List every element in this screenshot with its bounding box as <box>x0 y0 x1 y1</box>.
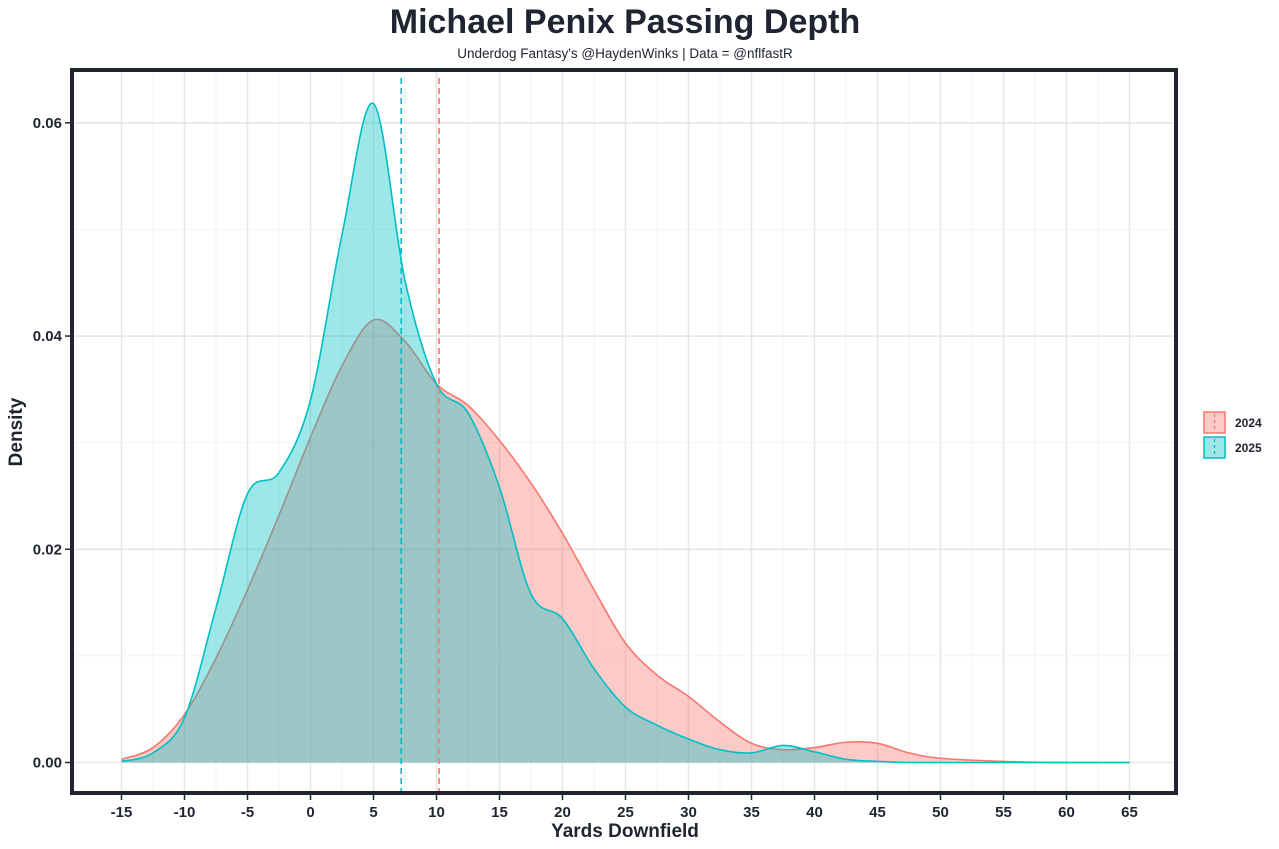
y-tick-label: 0.06 <box>33 115 62 132</box>
legend-label-2024: 2024 <box>1235 416 1262 430</box>
x-tick-label: 60 <box>1058 804 1075 821</box>
y-tick-label: 0.04 <box>33 328 63 345</box>
x-axis-ticks: -15 -10 -5 0 5 10 15 20 25 30 35 40 45 50 55 60 65 <box>111 795 1138 821</box>
x-tick-label: 20 <box>554 804 571 821</box>
x-axis-title: Yards Downfield <box>551 821 699 842</box>
x-tick-label: 30 <box>680 804 697 821</box>
density-area-2025 <box>121 103 1130 763</box>
y-tick-label: 0.02 <box>33 541 62 558</box>
y-axis-ticks: 0.00 0.02 0.04 0.06 <box>33 115 70 772</box>
mean-lines <box>400 78 440 791</box>
legend: 2024 2025 <box>1203 411 1262 459</box>
plot-border <box>70 68 1178 795</box>
density-area-2024 <box>121 319 1130 763</box>
x-tick-label: 65 <box>1121 804 1138 821</box>
x-tick-label: 0 <box>306 804 314 821</box>
x-tick-label: 35 <box>743 804 760 821</box>
x-tick-label: 15 <box>491 804 508 821</box>
x-tick-label: 50 <box>932 804 949 821</box>
legend-label-2025: 2025 <box>1235 441 1262 455</box>
y-axis-title: Density <box>6 397 27 466</box>
x-tick-label: 25 <box>617 804 634 821</box>
density-line-2025 <box>121 102 1130 764</box>
chart-subtitle: Underdog Fantasy's @HaydenWinks | Data =… <box>457 46 793 61</box>
x-tick-label: -15 <box>111 804 133 821</box>
x-tick-label: 5 <box>369 804 377 821</box>
x-tick-label: 45 <box>869 804 886 821</box>
x-tick-label: -5 <box>241 804 254 821</box>
chart-title: Michael Penix Passing Depth <box>390 3 860 41</box>
x-tick-label: 40 <box>806 804 823 821</box>
x-tick-label: 10 <box>428 804 445 821</box>
density-areas <box>121 102 1130 764</box>
y-tick-label: 0.00 <box>33 755 62 772</box>
grid-lines <box>74 72 1174 791</box>
density-line-2024 <box>121 318 1130 764</box>
x-tick-label: -10 <box>174 804 196 821</box>
x-tick-label: 55 <box>995 804 1012 821</box>
